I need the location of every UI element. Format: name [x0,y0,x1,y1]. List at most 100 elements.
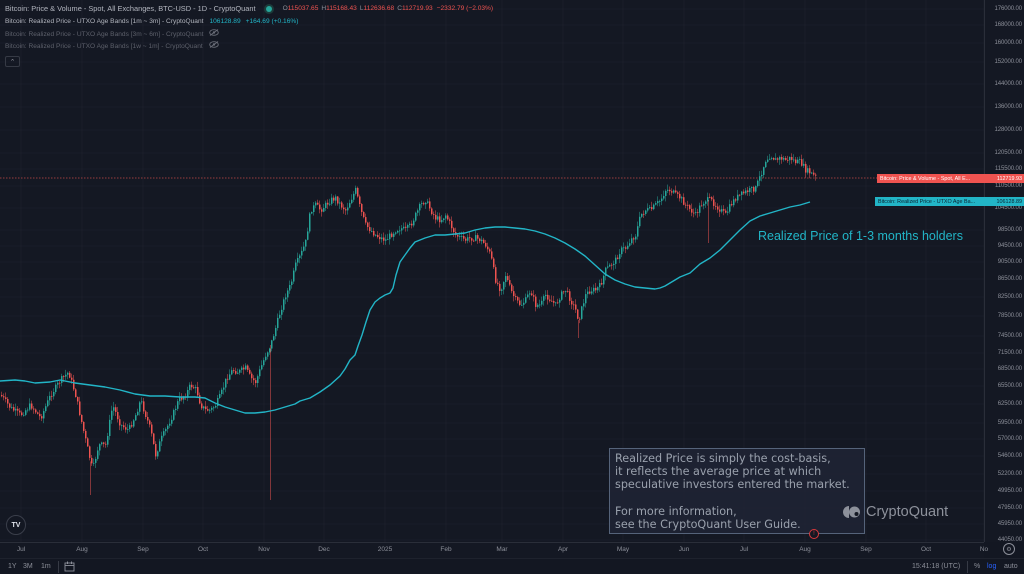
time-tick: Aug [76,546,88,553]
price-tick: 104500.00 [994,205,1023,211]
divider [58,561,59,573]
range-1m-button[interactable]: 1m [41,563,51,570]
tradingview-logo[interactable]: TV [6,515,26,535]
price-tick: 82500.00 [997,294,1022,300]
legend-indicator-1m-3m[interactable]: Bitcoin: Realized Price - UTXO Age Bands… [5,16,493,29]
price-tick: 90500.00 [997,259,1022,265]
legend-indicator-3m-6m[interactable]: Bitcoin: Realized Price - UTXO Age Bands… [5,28,493,42]
price-tick: 71500.00 [997,350,1022,356]
time-tick: Sep [137,546,149,553]
indicator-name: Bitcoin: Realized Price - UTXO Age Bands… [5,43,203,51]
hidden-eye-icon[interactable] [208,41,219,54]
realized-price-label: Bitcoin: Realized Price - UTXO Age Ba...… [875,197,1024,206]
clock-utc[interactable]: 15:41:18 (UTC) [912,563,961,570]
price-tick: 128000.00 [994,127,1023,133]
time-tick: No [979,546,989,553]
time-tick: Oct [197,546,209,553]
time-tick: Jul [739,546,749,553]
realized-label-value: 106128.89 [996,198,1022,205]
cryptoquant-watermark: CryptoQuant [843,504,948,520]
market-status-icon [265,6,272,13]
indicator-change: +164.69 (+0.16%) [245,17,299,25]
price-label-value: 112719.93 [996,175,1022,182]
time-tick: Jul [16,546,26,553]
time-tick: Mar [496,546,508,553]
time-tick: Nov [258,546,270,553]
price-tick: 136000.00 [994,104,1023,110]
range-1y-button[interactable]: 1Y [8,563,17,570]
indicator-value: 106128.89 [209,17,241,25]
time-tick: Apr [557,546,569,553]
change-value: −2332.79 (−2.03%) [436,5,494,12]
watermark-text: CryptoQuant [866,504,949,520]
time-tick: Sep [860,546,872,553]
price-tick: 152000.00 [994,59,1023,65]
time-tick: Oct [920,546,932,553]
price-tick: 94500.00 [997,243,1022,249]
indicator-name: Bitcoin: Realized Price - UTXO Age Bands… [5,17,204,25]
price-tick: 110500.00 [994,183,1022,189]
event-marker-icon[interactable]: ! [809,529,819,539]
price-tick: 45950.00 [997,521,1022,527]
price-tick: 62500.00 [997,401,1022,407]
price-tick: 176000.00 [994,6,1023,12]
price-tick: 74500.00 [997,333,1022,339]
open-label: O [282,5,288,12]
price-tick: 144000.00 [994,81,1023,87]
info-line: Realized Price is simply the cost-basis, [615,452,831,465]
last-price-label: Bitcoin: Price & Volume - Spot, All E...… [877,174,1024,183]
close-label: C [397,5,402,12]
time-tick: May [616,546,630,553]
indicator-name: Bitcoin: Realized Price - UTXO Age Bands… [5,30,204,38]
price-tick: 78500.00 [997,313,1022,319]
info-text-box: Realized Price is simply the cost-basis,… [609,448,865,534]
chart-pane[interactable]: Bitcoin: Price & Volume - Spot, All Exch… [0,0,984,542]
realized-price-annotation: Realized Price of 1-3 months holders [758,229,963,243]
price-tick: 68500.00 [997,366,1022,372]
percent-scale-toggle[interactable]: % [974,563,981,570]
legend-indicator-1w-1m[interactable]: Bitcoin: Realized Price - UTXO Age Bands… [5,41,493,54]
open-value: 115037.65 [287,5,319,12]
go-to-date-button[interactable] [64,561,75,574]
time-tick: Feb [440,546,452,553]
divider [967,561,968,573]
auto-scale-toggle[interactable]: auto [1004,563,1018,570]
price-tick: 54600.00 [997,453,1022,459]
calendar-icon [64,561,75,572]
price-tick: 52200.00 [997,471,1022,477]
price-tick: 168000.00 [994,22,1023,28]
price-axis[interactable]: 176000.00 168000.00 160000.00 152000.00 1440… [984,0,1024,543]
legend-main-series[interactable]: Bitcoin: Price & Volume - Spot, All Exch… [5,3,493,16]
price-tick: 115500.00 [994,166,1022,172]
time-tick: Aug [799,546,811,553]
close-value: 112719.93 [401,5,433,12]
price-tick: 98500.00 [997,227,1022,233]
price-chart-canvas[interactable] [0,0,984,542]
time-tick: Jun [678,546,690,553]
price-tick: 86500.00 [997,276,1022,282]
range-3m-button[interactable]: 3M [23,563,33,570]
time-tick: Dec [318,546,330,553]
hidden-eye-icon[interactable] [209,28,220,42]
info-line: speculative investors entered the market… [615,478,850,492]
price-tick: 57000.00 [997,436,1022,442]
main-series-title: Bitcoin: Price & Volume - Spot, All Exch… [5,4,256,13]
info-line: see the CryptoQuant User Guide. [615,517,801,531]
low-label: L [359,5,364,12]
price-tick: 160000.00 [994,40,1023,46]
price-tick: 65500.00 [997,383,1022,389]
bottom-toolbar: 1Y 3M 1m 15:41:18 (UTC) % log auto [0,558,1024,574]
chart-settings-button[interactable]: ⚙ [1003,543,1015,555]
chevron-up-icon: ⌃ [9,58,16,66]
info-line: For more information, [615,504,737,518]
time-axis[interactable]: Jul Aug Sep Oct Nov Dec 2025 Feb Mar Apr May Jun Jul… [0,542,988,558]
high-value: 115168.43 [326,5,357,12]
legend-collapse-button[interactable]: ⌃ [5,56,20,67]
low-value: 112636.68 [363,5,395,12]
price-tick: 49950.00 [997,488,1022,494]
realized-label-name: Bitcoin: Realized Price - UTXO Age Ba... [878,198,976,205]
price-tick: 44050.00 [997,537,1022,543]
gear-icon: ⚙ [1006,546,1012,553]
chart-legend: Bitcoin: Price & Volume - Spot, All Exch… [5,3,493,54]
log-scale-toggle[interactable]: log [987,563,997,570]
